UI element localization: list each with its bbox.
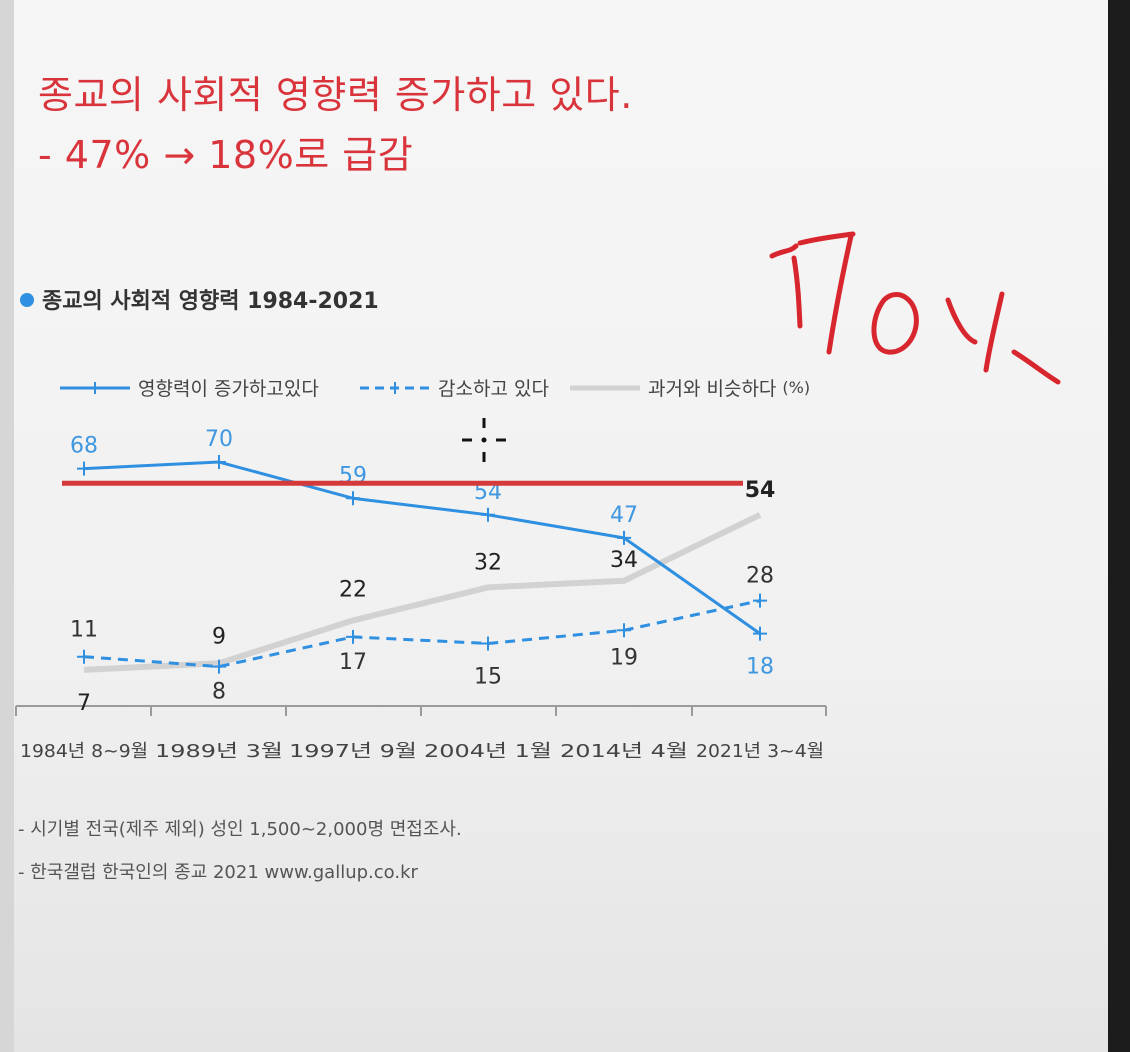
legend-unit: (%) — [782, 378, 811, 397]
legend-item-decrease: 감소하고 있다 — [360, 374, 549, 401]
data-label-decrease: 11 — [70, 618, 98, 643]
screen-border-left — [0, 0, 14, 1052]
handwritten-annotation-stroke — [797, 231, 856, 246]
crosshair-center — [481, 437, 487, 443]
series-line-same — [83, 512, 762, 673]
handwritten-annotation-stroke — [826, 233, 854, 355]
screen-border-right — [1108, 0, 1130, 1052]
data-label-decrease: 19 — [610, 645, 638, 670]
x-tick-label: 1989년 3월 — [155, 741, 283, 762]
chart-legend: 영향력이 증가하고있다 감소하고 있다 과거와 비슷하다 (%) — [60, 374, 840, 404]
footnote-survey: - 시기별 전국(제주 제외) 성인 1,500~2,000명 면접조사. — [18, 819, 462, 840]
legend-swatch-same-icon — [570, 385, 640, 390]
legend-label-increase: 영향력이 증가하고있다 — [138, 378, 319, 400]
data-label-decrease: 17 — [339, 650, 367, 675]
data-label-same: 9 — [212, 624, 226, 649]
data-label-same: 22 — [339, 577, 367, 602]
legend-label-same: 과거와 비슷하다 — [648, 378, 777, 400]
headline-line-2: - 47% → 18%로 급감 — [38, 133, 414, 177]
data-label-increase: 47 — [610, 503, 638, 528]
series-point-decrease — [346, 629, 360, 644]
crosshair-cursor-icon — [462, 418, 506, 462]
data-label-same: 32 — [474, 550, 502, 575]
legend-item-same: 과거와 비슷하다 (%) — [570, 374, 810, 401]
legend-label-decrease: 감소하고 있다 — [438, 378, 549, 400]
series-point-increase — [346, 491, 360, 506]
x-tick-label: 2014년 4월 — [560, 741, 688, 762]
series-point-decrease — [617, 623, 631, 638]
series-line-decrease — [83, 599, 761, 669]
data-label-decrease: 28 — [746, 564, 774, 589]
data-label-decrease: 15 — [474, 665, 502, 690]
x-tick-label: 1997년 9월 — [289, 741, 417, 762]
series-point-decrease — [481, 636, 495, 651]
x-tick-label: 2004년 1월 — [424, 741, 552, 762]
handwritten-annotation-stroke — [871, 292, 919, 355]
series-point-decrease — [212, 659, 226, 674]
headline-line-1: 종교의 사회적 영향력 증가하고 있다. — [38, 73, 633, 117]
series-point-increase — [212, 455, 226, 469]
data-label-increase: 18 — [746, 655, 774, 680]
handwritten-annotation-stroke — [983, 291, 1005, 373]
series-point-increase — [617, 530, 631, 545]
handwritten-annotation-stroke — [769, 243, 799, 259]
series-point-increase — [481, 507, 495, 522]
data-label-same: 54 — [745, 478, 776, 503]
x-tick-label: 2021년 3~4월 — [696, 741, 824, 762]
data-label-increase: 70 — [205, 427, 233, 452]
bullet-dot-icon — [20, 293, 34, 307]
series-point-decrease — [77, 649, 91, 664]
legend-swatch-decrease-icon — [360, 381, 430, 394]
series-point-decrease — [753, 593, 767, 608]
data-label-decrease: 8 — [212, 680, 226, 705]
chart-title: 종교의 사회적 영향력 1984-2021 — [20, 283, 379, 315]
handwritten-annotation-stroke — [945, 297, 978, 345]
series-point-increase — [753, 626, 767, 641]
data-label-same: 34 — [610, 548, 638, 573]
x-tick-label: 1984년 8~9월 — [20, 741, 148, 762]
series-point-increase — [77, 461, 91, 476]
series-line-increase — [83, 460, 761, 635]
handwritten-annotation-stroke — [791, 255, 803, 329]
data-label-same: 7 — [77, 691, 91, 716]
legend-item-increase: 영향력이 증가하고있다 — [60, 374, 319, 401]
legend-swatch-increase-icon — [60, 381, 130, 394]
data-label-increase: 68 — [70, 434, 98, 459]
chart-title-text: 종교의 사회적 영향력 1984-2021 — [42, 289, 379, 314]
footnote-source: - 한국갤럽 한국인의 종교 2021 www.gallup.co.kr — [18, 862, 418, 883]
handwritten-annotation-stroke — [1011, 349, 1061, 385]
